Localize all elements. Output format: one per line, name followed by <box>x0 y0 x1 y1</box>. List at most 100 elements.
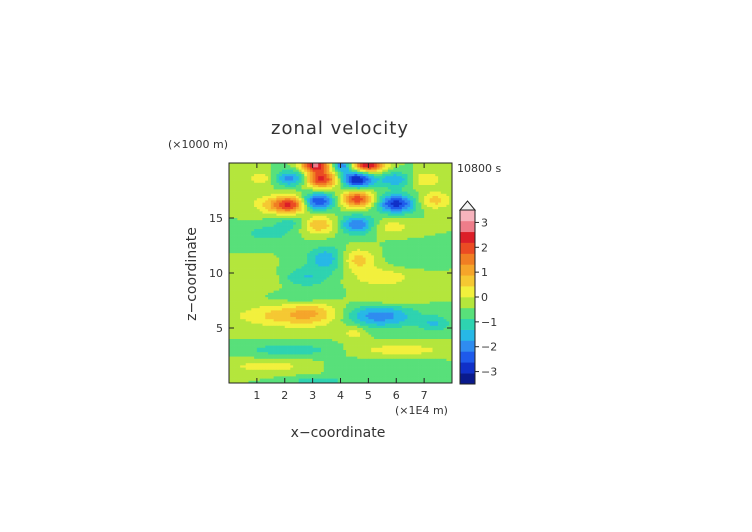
field-cell <box>318 297 322 300</box>
field-cell <box>279 281 283 285</box>
field-cell <box>399 292 403 296</box>
field-cell <box>262 180 266 184</box>
field-cell <box>385 277 389 280</box>
field-cell <box>443 213 447 217</box>
field-cell <box>348 182 352 186</box>
field-cell <box>256 187 261 190</box>
field-cell <box>371 264 375 267</box>
field-cell <box>415 178 419 181</box>
field-cell <box>240 246 244 250</box>
field-cell <box>382 224 386 228</box>
field-cell <box>245 275 249 278</box>
field-cell <box>284 218 288 221</box>
field-cell <box>273 273 277 276</box>
field-cell <box>404 290 408 294</box>
field-cell <box>240 266 244 269</box>
field-cell <box>449 213 453 217</box>
field-cell <box>301 176 305 179</box>
field-cell <box>295 165 300 168</box>
field-cell <box>337 220 341 223</box>
field-cell <box>229 270 233 274</box>
field-cell <box>315 270 319 274</box>
field-cell <box>357 292 361 296</box>
field-cell <box>412 213 417 217</box>
field-cell <box>229 196 233 199</box>
field-cell <box>432 240 436 243</box>
field-cell <box>418 253 422 256</box>
field-cell <box>276 240 280 243</box>
field-cell <box>240 191 244 195</box>
field-cell <box>323 191 327 195</box>
field-cell <box>407 182 411 186</box>
field-cell <box>304 255 308 258</box>
field-cell <box>312 231 316 234</box>
field-cell <box>281 196 286 199</box>
field-cell <box>304 165 308 168</box>
field-cell <box>240 237 244 241</box>
field-cell <box>399 244 403 247</box>
field-cell <box>281 174 286 177</box>
field-cell <box>449 273 453 276</box>
field-cell <box>415 169 419 173</box>
field-cell <box>432 185 436 188</box>
field-cell <box>421 202 425 206</box>
field-cell <box>426 286 431 289</box>
field-cell <box>412 218 417 221</box>
field-cell <box>309 235 313 239</box>
field-cell <box>379 295 383 298</box>
field-cell <box>273 255 277 258</box>
field-cell <box>242 297 247 300</box>
field-cell <box>401 213 405 217</box>
field-cell <box>307 262 311 265</box>
field-cell <box>337 211 341 214</box>
field-cell <box>440 189 444 192</box>
field-cell <box>251 174 255 177</box>
field-cell <box>415 244 419 247</box>
field-cell <box>443 218 447 221</box>
field-cell <box>385 176 389 179</box>
field-cell <box>262 226 266 230</box>
field-cell <box>320 240 325 243</box>
field-cell <box>231 229 235 232</box>
field-cell <box>312 185 316 188</box>
field-cell <box>326 171 330 175</box>
field-cell <box>298 165 302 168</box>
field-cell <box>254 185 258 188</box>
field-cell <box>326 213 330 217</box>
field-cell <box>248 180 252 184</box>
field-cell <box>318 174 322 177</box>
field-cell <box>438 198 442 201</box>
field-cell <box>293 237 297 241</box>
field-cell <box>262 220 266 223</box>
field-cell <box>407 163 411 166</box>
field-cell <box>268 215 272 219</box>
field-cell <box>432 295 436 298</box>
field-cell <box>346 270 350 274</box>
field-cell <box>229 251 233 254</box>
field-cell <box>240 288 244 291</box>
field-cell <box>279 196 283 199</box>
field-cell <box>426 231 431 234</box>
field-cell <box>432 211 436 214</box>
field-cell <box>293 248 297 252</box>
field-cell <box>312 226 316 230</box>
field-cell <box>373 196 378 199</box>
field-cell <box>298 242 302 245</box>
field-cell <box>265 246 269 250</box>
field-cell <box>251 264 255 267</box>
field-cell <box>229 178 233 181</box>
field-cell <box>435 246 439 250</box>
field-cell <box>404 171 408 175</box>
field-cell <box>298 259 302 263</box>
field-cell <box>290 284 294 287</box>
field-cell <box>318 193 322 197</box>
field-cell <box>404 244 408 247</box>
field-cell <box>396 235 400 239</box>
field-cell <box>382 191 386 195</box>
field-cell <box>281 189 286 192</box>
field-cell <box>298 244 302 247</box>
field-cell <box>248 266 252 269</box>
field-cell <box>435 163 439 166</box>
field-cell <box>382 257 386 261</box>
field-cell <box>240 253 244 256</box>
